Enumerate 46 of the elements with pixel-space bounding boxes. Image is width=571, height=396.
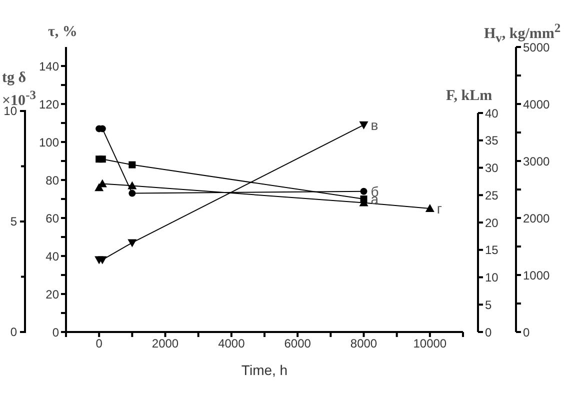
x-tick-label: 0 (96, 336, 103, 351)
y2-tick-label: 5000 (523, 40, 550, 54)
x-tick-label: 10000 (413, 336, 447, 351)
y3-tick-label: 5 (485, 298, 492, 312)
text: 0 (10, 325, 18, 339)
y2-tick-label: 4000 (523, 97, 550, 112)
y2-tick-label: 3000 (523, 154, 550, 168)
y3-tick-label: 10 (485, 270, 499, 285)
y-tick-label: 140 (38, 59, 60, 74)
x-tick-label: 6000 (284, 336, 312, 351)
y-tick-label: 100 (38, 135, 60, 150)
point (128, 190, 136, 197)
point (359, 121, 368, 130)
text: 5 (10, 214, 18, 228)
y-tick-label: 120 (38, 97, 60, 112)
point (128, 161, 136, 168)
series-label: в (370, 116, 378, 133)
y-tick-label: 0 (52, 325, 60, 340)
y-axis-title: τ, % (48, 24, 78, 41)
y3-tick-label: 40 (485, 106, 499, 120)
y3-axis-title: F, kLm (446, 88, 492, 105)
y-tick-label: 20 (46, 287, 60, 302)
point (128, 181, 137, 190)
x-tick-label: 2000 (152, 336, 179, 351)
y2-tick-label: 0 (523, 325, 530, 340)
y2-tick-label: 1000 (523, 268, 550, 282)
y3-tick-label: 15 (485, 243, 499, 258)
text: 10 (4, 104, 18, 118)
point (98, 256, 107, 264)
point (360, 188, 368, 195)
y3-tick-label: 30 (485, 161, 499, 176)
series-label: г (436, 200, 442, 216)
y-tick-label: 80 (46, 173, 60, 188)
y3-tick-label: 25 (485, 188, 499, 202)
x-tick-label: 8000 (350, 336, 378, 351)
point (425, 204, 434, 212)
x-tick-label: 4000 (218, 336, 246, 351)
y3-tick-label: 20 (485, 216, 499, 230)
y-tick-label: 40 (46, 249, 60, 264)
y3-tick-label: 35 (485, 134, 499, 148)
x-axis-title: Time, h (241, 362, 288, 378)
point (128, 239, 137, 248)
y3-tick-label: 0 (485, 325, 492, 340)
y-tick-label: 60 (46, 211, 60, 226)
point (98, 156, 106, 163)
y2-tick-label: 2000 (523, 211, 550, 226)
